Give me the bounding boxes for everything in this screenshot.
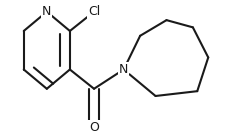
Text: N: N (42, 5, 51, 18)
Text: N: N (119, 63, 128, 76)
Text: Cl: Cl (88, 5, 100, 18)
Text: O: O (89, 121, 99, 134)
